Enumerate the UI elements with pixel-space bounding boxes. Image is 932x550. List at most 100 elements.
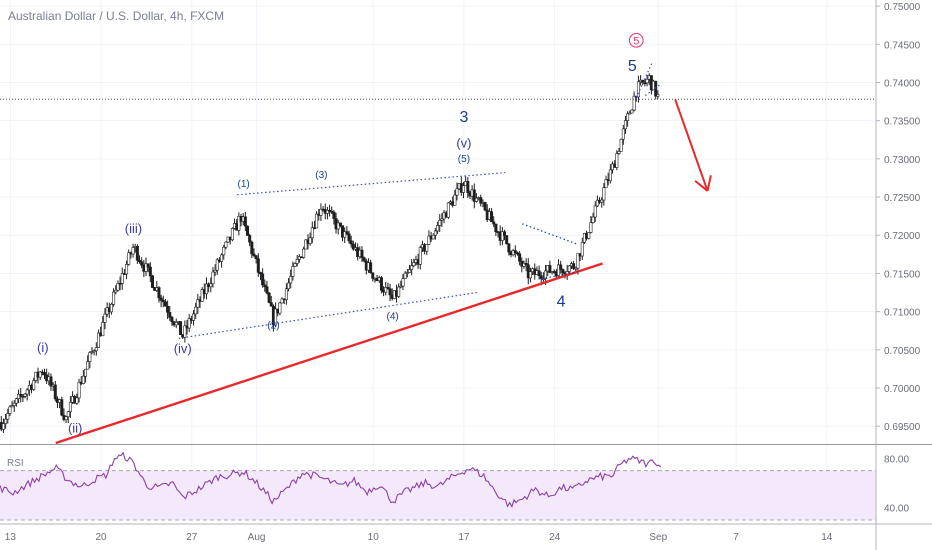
- candle: [200, 287, 204, 302]
- price-pane[interactable]: [0, 73, 660, 433]
- candle-body: [427, 235, 431, 245]
- candle: [645, 74, 649, 87]
- candle: [310, 221, 314, 244]
- candle-body: [25, 389, 29, 395]
- candle: [623, 115, 627, 134]
- candle: [267, 291, 271, 304]
- candle-body: [325, 210, 329, 214]
- candle-body: [209, 283, 213, 288]
- rsi-pane[interactable]: [0, 451, 662, 508]
- candle-body: [626, 113, 630, 121]
- candle-body: [269, 302, 273, 307]
- candle-body: [379, 277, 383, 291]
- candle-body: [254, 255, 258, 259]
- candle: [628, 110, 632, 115]
- candle-body: [539, 275, 543, 280]
- candle-body: [75, 397, 79, 404]
- candle-body: [526, 264, 530, 279]
- candle: [127, 249, 131, 266]
- candle: [472, 183, 476, 209]
- candle-body: [328, 210, 332, 212]
- candle-body: [284, 288, 288, 301]
- candle-body: [483, 202, 487, 211]
- candle: [617, 148, 621, 155]
- candle-body: [528, 271, 532, 279]
- candle: [192, 310, 196, 326]
- candle: [572, 260, 576, 270]
- candle: [248, 233, 252, 247]
- candle: [12, 399, 16, 412]
- channel-line: [541, 270, 581, 280]
- candle: [170, 315, 174, 326]
- candle: [407, 264, 411, 273]
- wave-label: (4): [387, 311, 399, 322]
- candle: [49, 373, 53, 391]
- candle: [410, 259, 414, 276]
- candle-body: [567, 265, 571, 272]
- candle-body: [632, 95, 636, 111]
- time-tick-label: 17: [458, 532, 470, 543]
- price-tick-label: 0.71000: [884, 308, 921, 319]
- candle: [384, 282, 388, 296]
- candle-body: [349, 240, 353, 245]
- candle: [209, 277, 213, 293]
- candle-body: [258, 272, 262, 275]
- candle-body: [12, 402, 16, 406]
- candle-body: [174, 321, 178, 326]
- rsi-tick-label: 80.00: [884, 454, 909, 465]
- candle: [287, 278, 291, 292]
- candle-body: [10, 405, 14, 408]
- candle: [602, 183, 606, 206]
- candle-body: [144, 263, 148, 272]
- candle: [643, 79, 647, 87]
- candle: [183, 320, 187, 343]
- price-tick-label: 0.72000: [884, 231, 921, 242]
- candle-body: [401, 278, 405, 287]
- candle-body: [148, 266, 152, 277]
- candle: [537, 265, 541, 280]
- candle: [295, 254, 299, 267]
- candle: [246, 225, 250, 236]
- candle: [561, 268, 565, 276]
- candle-body: [412, 262, 416, 267]
- candle-body: [559, 264, 563, 270]
- candle: [252, 248, 256, 258]
- candle: [60, 396, 64, 417]
- candle: [528, 267, 532, 283]
- candle-body: [14, 398, 18, 404]
- candle: [401, 273, 405, 291]
- candle: [103, 308, 107, 330]
- time-tick-label: 13: [5, 532, 17, 543]
- candle-body: [360, 249, 364, 259]
- candle-body: [600, 199, 604, 203]
- candle-body: [623, 120, 627, 130]
- candle: [263, 279, 267, 292]
- candle-body: [187, 318, 191, 329]
- candle-body: [77, 381, 81, 399]
- candle: [274, 302, 278, 327]
- candle-body: [224, 241, 228, 248]
- candle: [399, 280, 403, 289]
- forecast-arrow-head: [706, 175, 712, 192]
- candle-body: [645, 78, 649, 84]
- candle: [84, 368, 88, 383]
- candle: [453, 189, 457, 206]
- candle: [524, 258, 528, 272]
- candle: [10, 400, 14, 408]
- candle-body: [604, 179, 608, 189]
- candle-body: [200, 289, 204, 302]
- candle-body: [461, 185, 465, 193]
- candle-body: [150, 275, 154, 288]
- candle-body: [256, 258, 260, 273]
- candle: [330, 206, 334, 215]
- candle: [291, 261, 295, 281]
- candle: [388, 283, 392, 302]
- candle-body: [179, 321, 183, 336]
- candle-body: [345, 231, 349, 235]
- support-trendline: [55, 262, 603, 445]
- candle-body: [515, 252, 519, 255]
- candle: [250, 240, 254, 259]
- candle: [86, 355, 90, 370]
- price-tick-label: 0.71500: [884, 269, 921, 280]
